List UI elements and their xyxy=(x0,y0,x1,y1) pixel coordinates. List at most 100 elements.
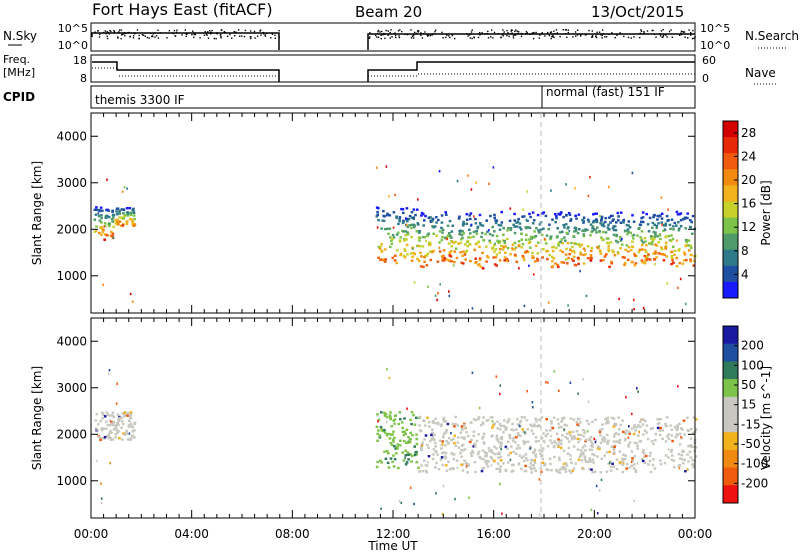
data-point xyxy=(427,455,431,458)
data-point xyxy=(673,466,676,469)
data-point xyxy=(394,193,396,197)
data-point xyxy=(116,382,118,385)
data-point xyxy=(110,438,113,441)
data-point xyxy=(664,244,668,248)
data-point xyxy=(488,229,490,232)
data-point xyxy=(398,219,401,223)
data-point xyxy=(664,224,667,227)
data-point xyxy=(418,239,421,242)
data-point xyxy=(533,448,537,451)
noise-dot xyxy=(445,36,447,39)
noise-dot xyxy=(418,30,420,32)
data-point xyxy=(525,418,529,422)
data-point xyxy=(630,460,633,463)
data-point xyxy=(395,215,398,218)
data-point xyxy=(378,247,382,250)
x-tick-label: 00:00 xyxy=(678,527,713,541)
data-point xyxy=(685,240,688,244)
data-point xyxy=(390,239,393,242)
data-point xyxy=(518,454,522,457)
data-point xyxy=(114,222,117,225)
noise-dot xyxy=(173,29,176,32)
data-point xyxy=(691,459,694,462)
data-point xyxy=(562,215,565,219)
data-point xyxy=(639,236,642,239)
data-point xyxy=(427,421,431,424)
data-point xyxy=(410,460,413,463)
data-point xyxy=(531,222,535,225)
data-point xyxy=(651,463,655,467)
data-point xyxy=(133,223,137,226)
data-point xyxy=(629,231,632,234)
noise-dot xyxy=(442,37,444,39)
data-point xyxy=(574,229,578,233)
data-point xyxy=(398,216,402,219)
noise-dot xyxy=(514,30,516,33)
data-point xyxy=(545,381,547,384)
data-point xyxy=(554,212,557,216)
data-point xyxy=(561,250,565,254)
noise-dot xyxy=(653,33,656,36)
data-point xyxy=(402,459,406,462)
data-point xyxy=(602,259,605,262)
data-point xyxy=(575,217,578,220)
data-point xyxy=(550,255,554,259)
data-point xyxy=(376,210,379,214)
data-point xyxy=(556,227,559,230)
noise-dot xyxy=(521,33,524,35)
data-point xyxy=(485,260,488,263)
data-point xyxy=(125,429,129,433)
data-point xyxy=(440,456,444,459)
data-point xyxy=(627,230,630,234)
noise-dot xyxy=(271,33,274,35)
data-point xyxy=(682,419,686,422)
data-point xyxy=(499,384,502,387)
data-point xyxy=(402,211,405,215)
data-point xyxy=(678,443,682,446)
data-point xyxy=(117,430,120,433)
data-point xyxy=(606,416,610,419)
data-point xyxy=(422,224,425,227)
noise-dot xyxy=(231,37,233,39)
data-point xyxy=(569,218,573,221)
noise-dot xyxy=(154,32,156,34)
data-point xyxy=(469,232,472,235)
data-point xyxy=(589,460,592,463)
data-point xyxy=(383,413,387,416)
data-point xyxy=(376,413,379,416)
data-point xyxy=(551,427,555,430)
data-point xyxy=(468,243,471,246)
data-point xyxy=(605,253,608,256)
noise-dot xyxy=(220,29,222,31)
data-point xyxy=(518,421,522,424)
data-point xyxy=(566,241,570,245)
data-point xyxy=(617,219,620,222)
data-point xyxy=(520,232,523,235)
noise-dot xyxy=(193,36,195,39)
data-point xyxy=(111,220,114,223)
data-point xyxy=(670,428,674,431)
data-point xyxy=(638,223,642,226)
data-point xyxy=(390,425,394,428)
data-point xyxy=(114,427,118,430)
data-point xyxy=(515,436,518,439)
noise-dot xyxy=(510,32,513,35)
data-point xyxy=(618,450,622,453)
data-point xyxy=(691,232,694,235)
data-point xyxy=(636,234,639,237)
data-point xyxy=(493,216,496,219)
data-point xyxy=(529,215,532,219)
data-point xyxy=(582,253,586,257)
data-point xyxy=(123,433,127,436)
data-point xyxy=(462,222,466,226)
data-point xyxy=(651,240,654,243)
data-point xyxy=(497,223,501,227)
noise-dot xyxy=(431,34,433,36)
noise-dot xyxy=(531,32,533,35)
data-point xyxy=(454,444,458,448)
colorbar-swatch xyxy=(723,137,738,154)
data-point xyxy=(567,226,570,229)
data-point xyxy=(123,411,126,414)
data-point xyxy=(574,187,576,190)
noise-dot xyxy=(690,31,692,34)
